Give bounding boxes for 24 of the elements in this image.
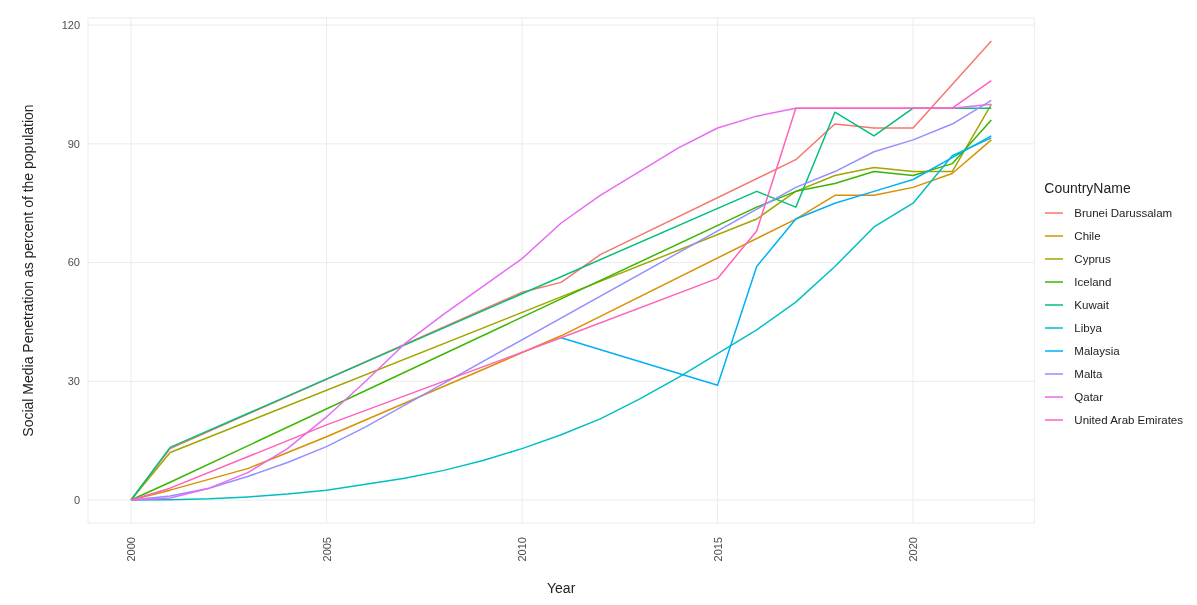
line-series (560, 135, 993, 387)
legend-label: Brunei Darussalam (1073, 206, 1174, 221)
x-tick-label: 2015 (711, 537, 724, 562)
x-axis-title: Year (547, 580, 576, 596)
y-tick-label: 120 (61, 19, 80, 32)
y-tick-label: 0 (73, 493, 80, 506)
y-tick-label: 30 (67, 375, 80, 388)
legend-label: United Arab Emirates (1073, 413, 1183, 428)
legend-label: Cyprus (1073, 252, 1112, 267)
legend-label: Chile (1073, 229, 1102, 244)
y-tick-label: 90 (67, 137, 80, 150)
y-axis-title: Social Media Penetration as percent of the population (19, 104, 36, 437)
x-tick-label: 2010 (516, 537, 529, 562)
x-tick-label: 2000 (125, 537, 138, 562)
legend-title: CountryName (1044, 179, 1132, 196)
x-tick-label: 2005 (320, 537, 333, 562)
legend-label: Qatar (1073, 390, 1105, 405)
legend-label: Malaysia (1073, 344, 1121, 359)
legend-label: Iceland (1073, 275, 1113, 290)
legend-label: Libya (1073, 321, 1103, 336)
y-tick-label: 60 (67, 256, 80, 269)
x-tick-label: 2020 (907, 537, 920, 562)
legend-label: Malta (1073, 367, 1104, 382)
legend-label: Kuwait (1073, 298, 1110, 313)
